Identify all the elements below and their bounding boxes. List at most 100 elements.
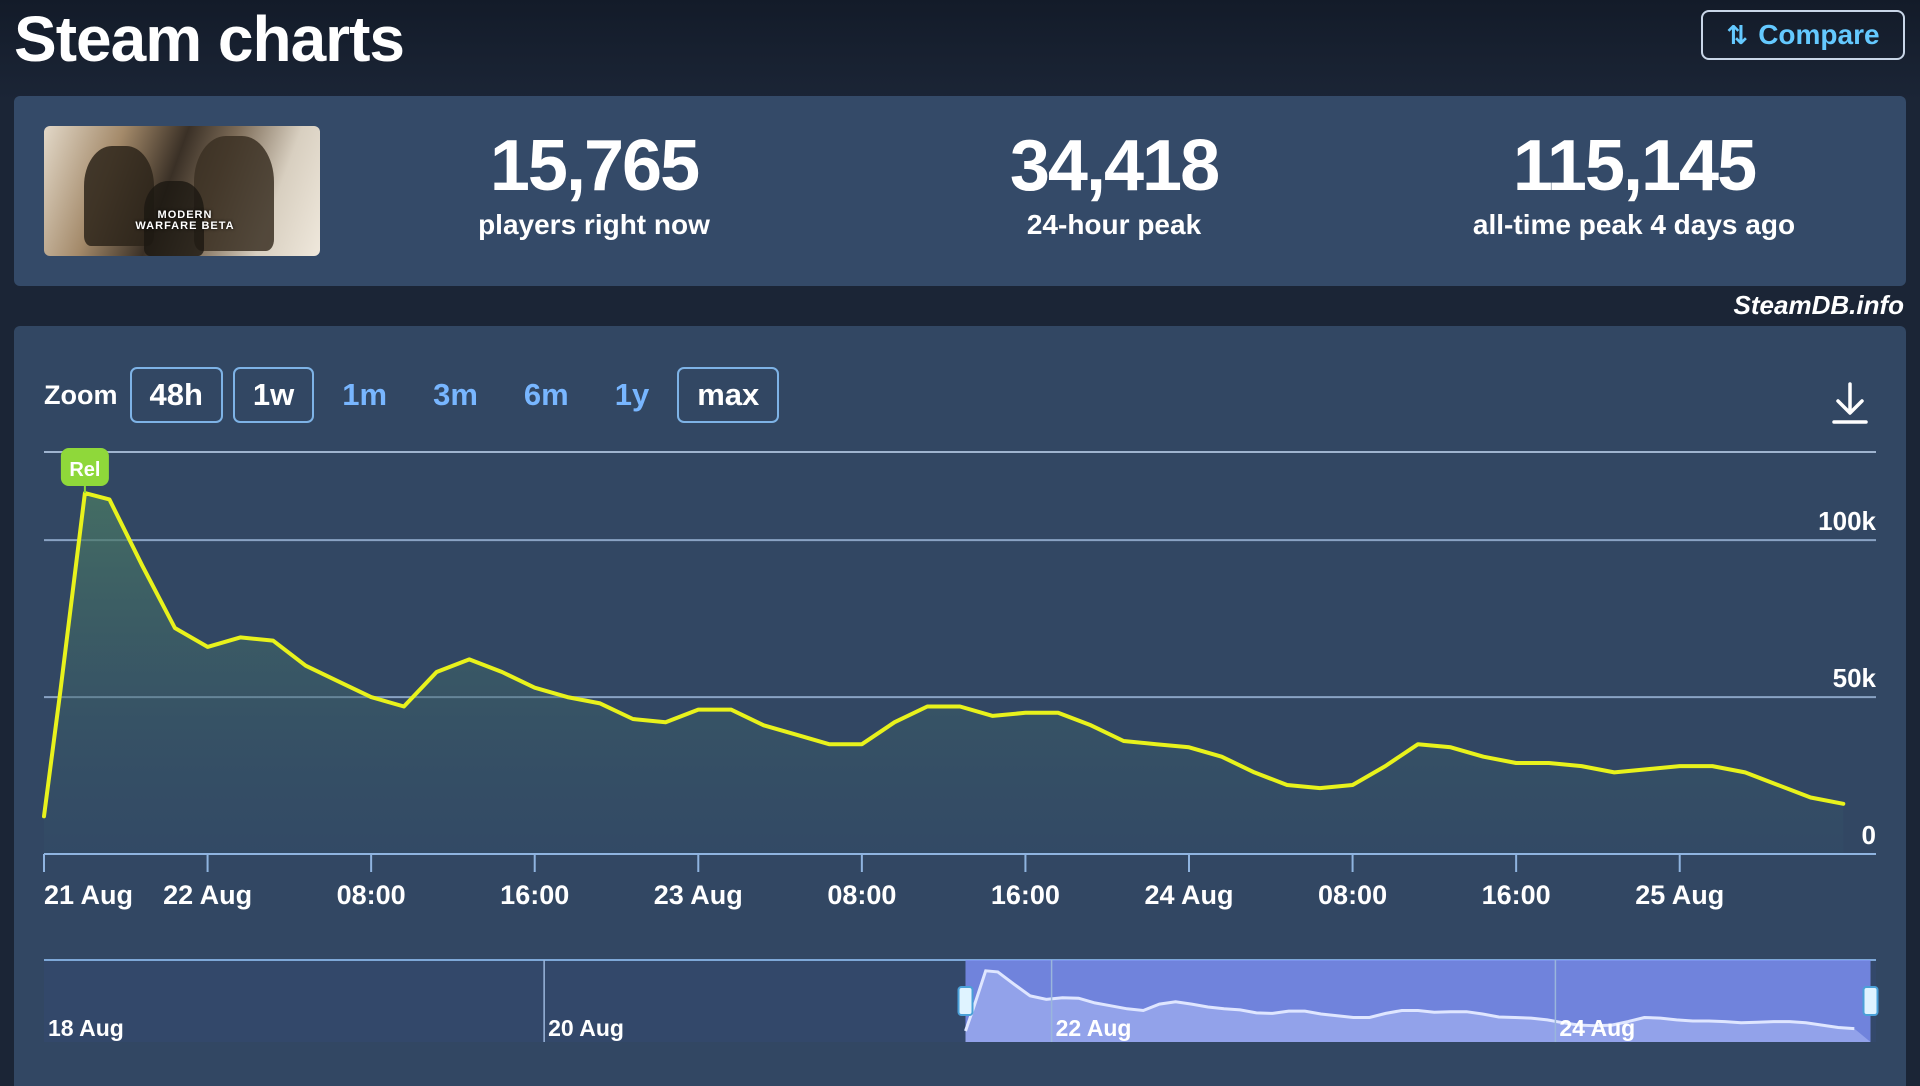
data-point[interactable] [762,724,765,727]
data-point[interactable] [1711,765,1714,768]
x-tick-label: 16:00 [500,880,569,910]
thumbnail-figure [84,146,154,246]
x-tick-label: 16:00 [991,880,1060,910]
data-point[interactable] [1547,761,1550,764]
data-point[interactable] [730,708,733,711]
data-point[interactable] [566,696,569,699]
sort-numeric-icon: ⇅ [1726,19,1749,50]
zoom-1w-button[interactable]: 1w [232,367,315,423]
navigator-right-handle[interactable] [1862,986,1879,1016]
data-point[interactable] [893,721,896,724]
data-point[interactable] [1286,783,1289,786]
navigator-left-handle[interactable] [957,986,974,1016]
data-point[interactable] [795,733,798,736]
peak-24h-label: 24-hour peak [1026,209,1202,240]
data-point[interactable] [1089,724,1092,727]
peak-24h-value: 34,418 [1009,126,1220,206]
data-point[interactable] [828,743,831,746]
data-point[interactable] [599,702,602,705]
data-point[interactable] [1809,796,1812,799]
compare-button[interactable]: ⇅ Compare [1701,10,1905,60]
zoom-48h-button[interactable]: 48h [129,367,223,423]
data-point[interactable] [173,627,176,630]
data-point[interactable] [141,564,144,567]
data-point[interactable] [1122,740,1125,743]
y-tick-label: 50k [1833,663,1877,693]
zoom-label: Zoom [44,379,118,410]
data-point[interactable] [1024,711,1027,714]
data-point[interactable] [1482,755,1485,758]
navigator-tick-label: 22 Aug [1056,1015,1132,1041]
data-point[interactable] [108,498,111,501]
series-area [44,493,1844,854]
data-point[interactable] [1057,711,1060,714]
release-marker-label: Rel [69,459,100,481]
data-point[interactable] [664,721,667,724]
data-point[interactable] [926,705,929,708]
download-icon[interactable] [1830,380,1870,426]
data-point[interactable] [697,708,700,711]
data-point[interactable] [533,686,536,689]
data-point[interactable] [1351,783,1354,786]
chart-panel: Zoom 48h 1w 1m 3m 6m 1y max 0 50k 100k Rel 2… [14,326,1906,1086]
x-tick-label: 22 Aug [163,880,252,910]
x-tick-label: 08:00 [827,880,896,910]
data-point[interactable] [1220,755,1223,758]
data-point[interactable] [860,743,863,746]
data-point[interactable] [1188,746,1191,749]
data-point[interactable] [1384,765,1387,768]
data-point[interactable] [304,664,307,667]
data-point[interactable] [435,670,438,673]
peak-24h-stat: 34,418 24-hour peak [934,126,1294,242]
release-marker[interactable] [60,448,109,486]
data-point[interactable] [1580,765,1583,768]
steamdb-credit-link[interactable]: SteamDB.info [1733,290,1904,320]
zoom-1m-button[interactable]: 1m [342,377,388,412]
data-point[interactable] [959,705,962,708]
data-point[interactable] [1318,787,1321,790]
zoom-6m-button[interactable]: 6m [523,377,569,412]
series-line [42,491,1846,819]
data-point[interactable] [272,639,275,642]
x-tick-label: 24 Aug [1144,880,1233,910]
thumbnail-figure [194,136,274,251]
data-point[interactable] [43,815,46,818]
data-point[interactable] [239,636,242,639]
navigator-series-line [964,969,1855,1032]
data-point[interactable] [1744,771,1747,774]
x-tick-label: 08:00 [1318,880,1387,910]
data-point[interactable] [1515,761,1518,764]
zoom-1y-button[interactable]: 1y [614,377,650,412]
data-point[interactable] [1776,783,1779,786]
data-point[interactable] [1613,771,1616,774]
data-point[interactable] [468,658,471,661]
player-count-chart: 0 50k 100k Rel 21 Aug 22 Aug 08:00 16:00 23 Aug 0… [42,448,1879,1042]
data-point[interactable] [631,718,634,721]
zoom-max-button[interactable]: max [677,367,780,423]
current-players-label: players right now [478,209,710,240]
data-point[interactable] [991,714,994,717]
data-point[interactable] [402,705,405,708]
navigator-tick-label: 20 Aug [548,1015,624,1041]
data-point[interactable] [1646,768,1649,771]
data-point[interactable] [501,670,504,673]
data-point[interactable] [1253,771,1256,774]
zoom-controls: Zoom 48h 1w 1m 3m 6m 1y max [44,366,789,424]
current-players-value: 15,765 [489,126,700,206]
all-time-peak-stat: 115,145 all-time peak 4 days ago [1434,126,1834,242]
data-point[interactable] [337,680,340,683]
data-point[interactable] [206,645,209,648]
data-point[interactable] [1417,743,1420,746]
data-point[interactable] [59,689,62,692]
y-tick-label: 0 [1862,820,1876,850]
navigator-tick-label: 18 Aug [48,1015,124,1041]
data-point[interactable] [1842,802,1845,805]
data-point[interactable] [1678,765,1681,768]
compare-label: Compare [1758,19,1880,50]
zoom-3m-button[interactable]: 3m [433,377,478,412]
data-point[interactable] [1155,743,1158,746]
stats-panel: MODERN WARFARE BETA 15,765 players right… [14,96,1906,286]
data-point[interactable] [1449,746,1452,749]
game-thumbnail[interactable]: MODERN WARFARE BETA [44,126,320,256]
data-point[interactable] [370,696,373,699]
